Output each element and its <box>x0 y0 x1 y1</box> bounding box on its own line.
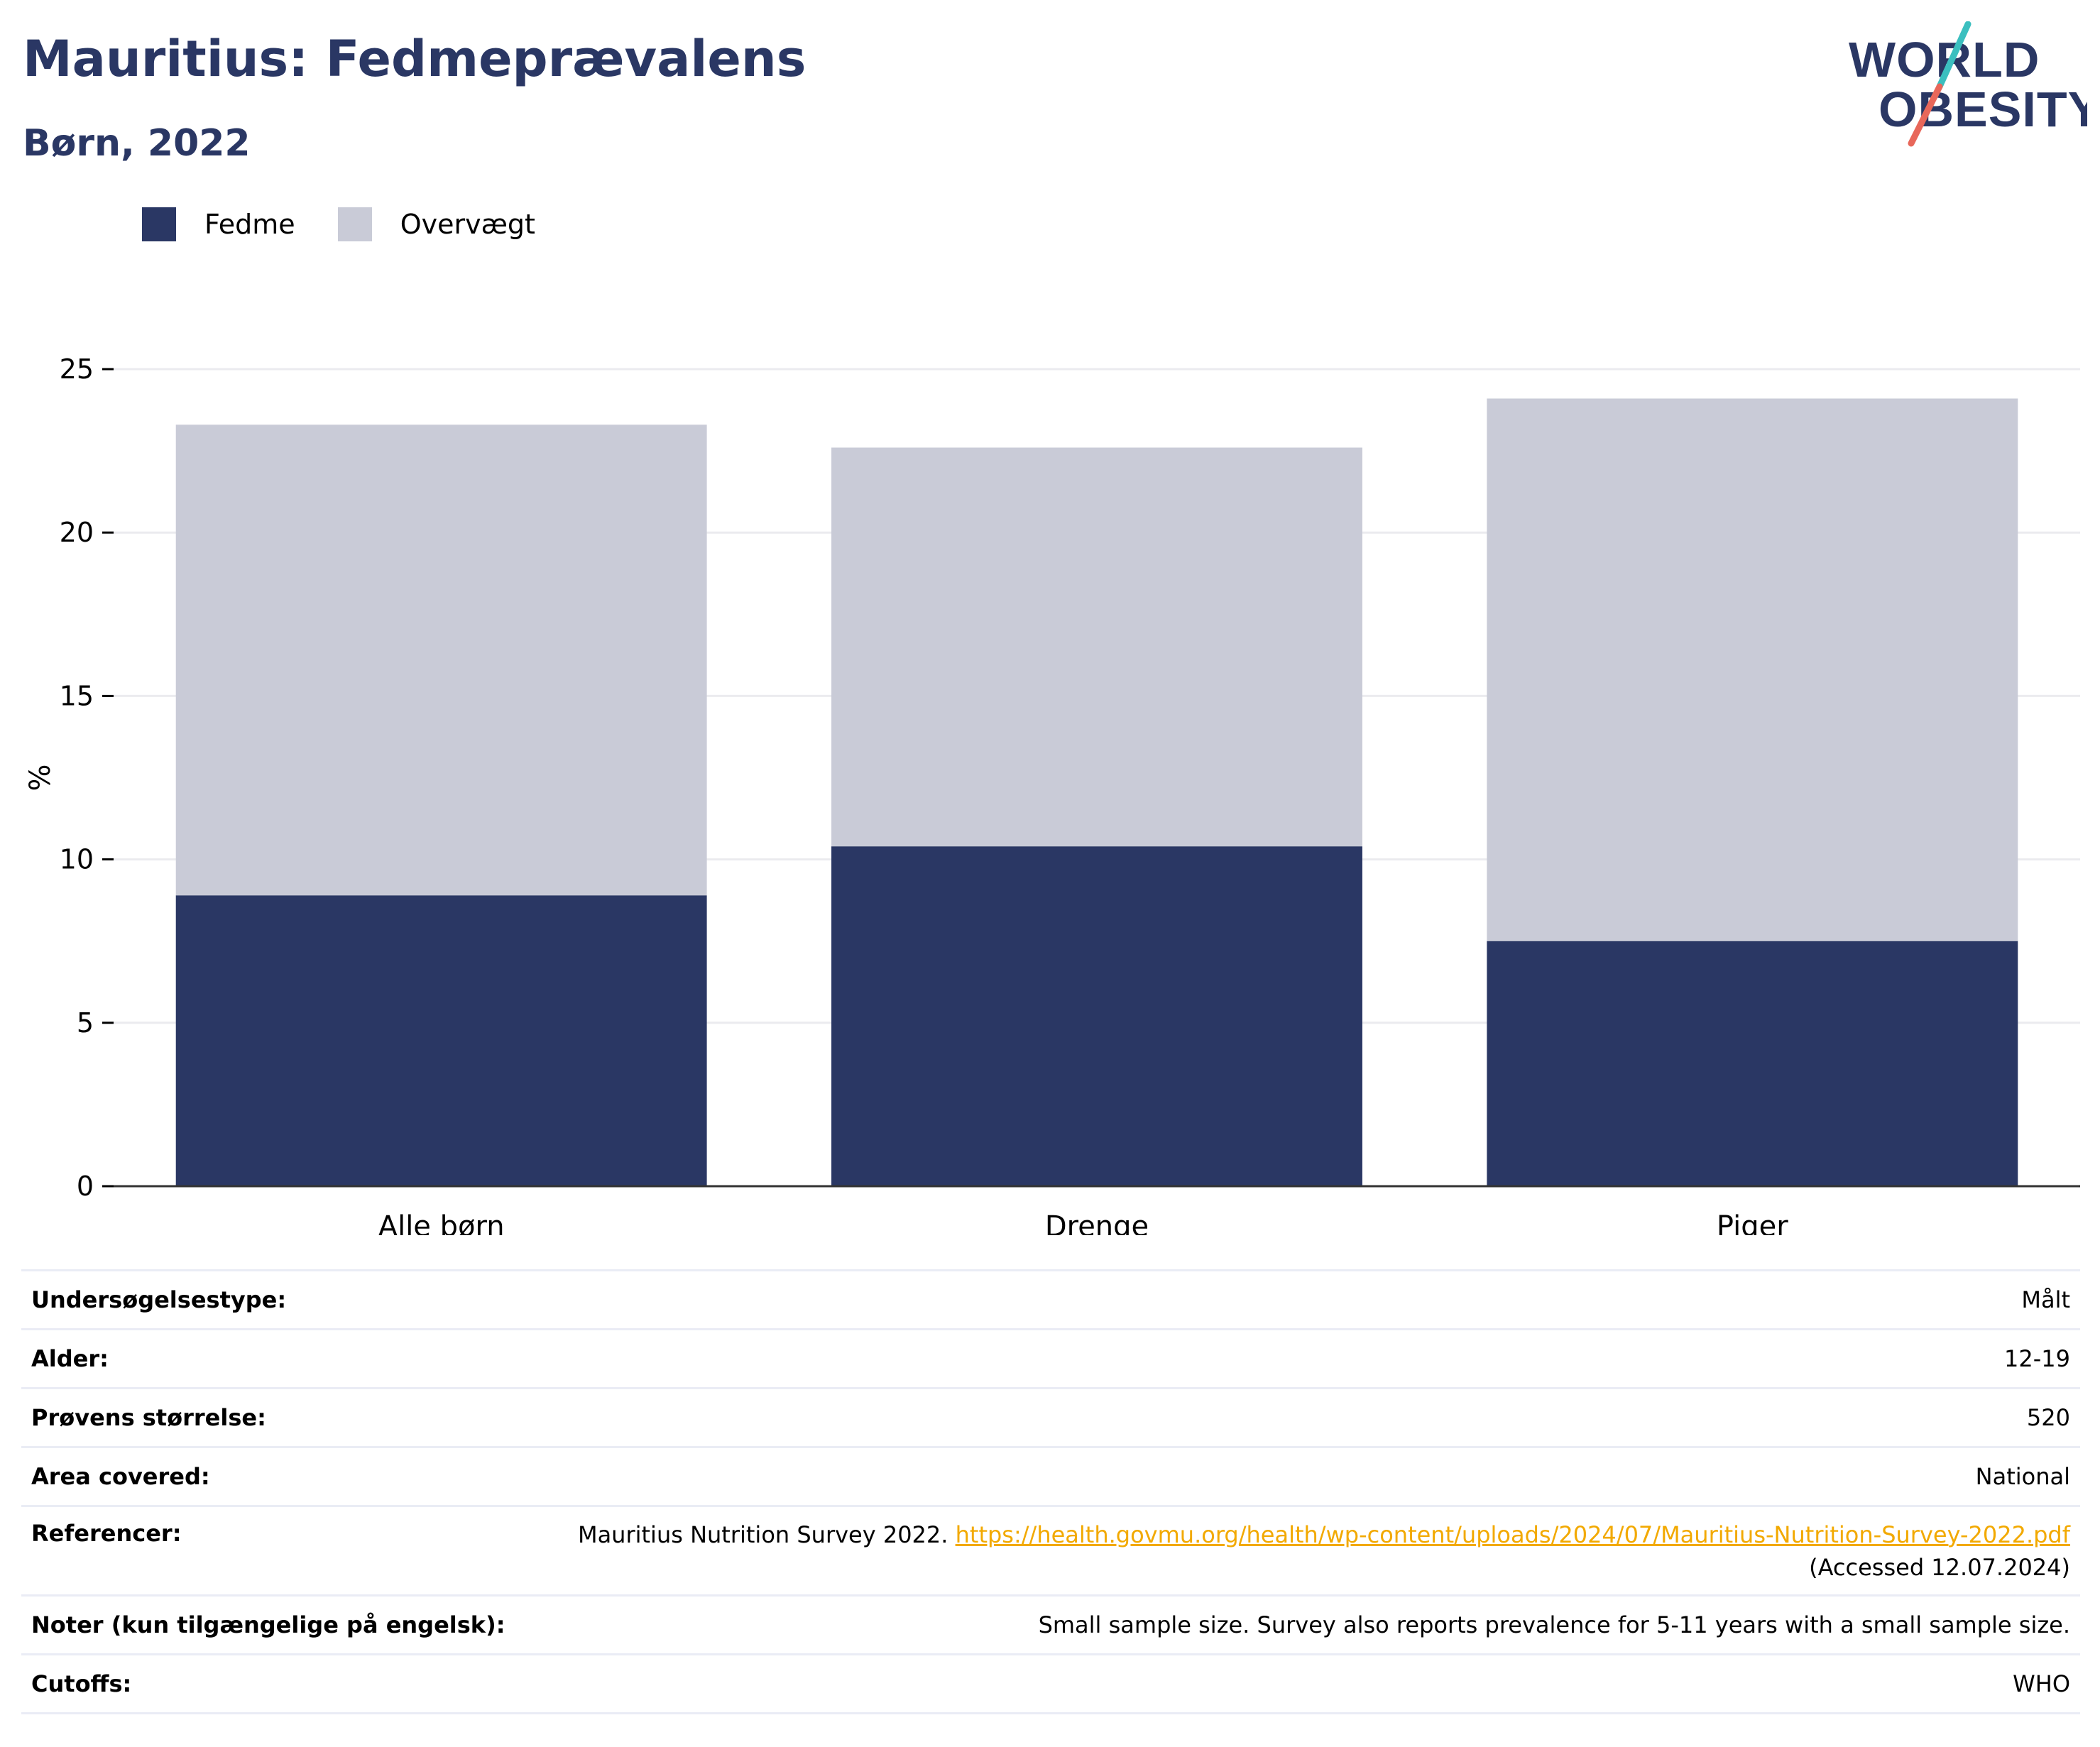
info-key: Alder: <box>21 1328 528 1389</box>
legend-swatch-fedme <box>142 207 176 241</box>
legend-label-fedme: Fedme <box>204 209 295 240</box>
x-tick-label: Drenge <box>1045 1210 1149 1235</box>
info-key: Cutoffs: <box>21 1653 528 1714</box>
logo-line2: OBESITY <box>1878 82 2087 137</box>
reference-text: Mauritius Nutrition Survey 2022. <box>577 1521 948 1548</box>
info-row: Alder: 12-19 <box>21 1328 2080 1389</box>
bar-fedme <box>831 846 1362 1186</box>
bar-overvaegt <box>831 447 1362 847</box>
info-row: Noter (kun tilgængelige på engelsk): Sma… <box>21 1594 2080 1655</box>
info-row: Prøvens størrelse: 520 <box>21 1387 2080 1447</box>
info-row-references: Referencer: Mauritius Nutrition Survey 2… <box>21 1505 2080 1596</box>
legend-item-overvaegt[interactable]: Overvægt <box>337 207 535 241</box>
y-axis-label: % <box>24 764 57 791</box>
legend-label-overvaegt: Overvægt <box>400 209 535 240</box>
info-key: Noter (kun tilgængelige på engelsk): <box>21 1594 528 1655</box>
y-tick-label: 0 <box>77 1171 94 1202</box>
reference-link[interactable]: https://health.govmu.org/health/wp-conte… <box>955 1521 2070 1548</box>
legend-swatch-overvaegt <box>337 207 372 241</box>
bar-fedme <box>1487 941 2018 1186</box>
info-key: Referencer: <box>21 1505 528 1596</box>
info-row: Cutoffs: WHO <box>21 1653 2080 1714</box>
world-obesity-logo: WORLD OBESITY <box>1846 21 2100 149</box>
info-row: Area covered: National <box>21 1446 2080 1506</box>
info-key: Undersøgelsestype: <box>21 1269 528 1330</box>
page-subtitle: Børn, 2022 <box>23 122 251 165</box>
stacked-bar-chart: 0 5 10 15 20 25 Alle børn Drenge Piger% <box>24 354 2080 1235</box>
info-key: Prøvens størrelse: <box>21 1387 528 1447</box>
logo-slash-red <box>1908 83 1943 147</box>
logo-slash-teal <box>1936 21 1972 90</box>
bar-overvaegt <box>1487 398 2018 941</box>
x-tick-label: Piger <box>1717 1210 1788 1235</box>
y-tick-label: 5 <box>77 1007 94 1039</box>
info-value: Målt <box>527 1269 2080 1330</box>
info-value: National <box>527 1446 2080 1506</box>
y-tick-label: 15 <box>60 680 94 711</box>
reference-accessed: (Accessed 12.07.2024) <box>1809 1553 2070 1581</box>
x-tick-label: Alle børn <box>378 1210 505 1235</box>
legend-item-fedme[interactable]: Fedme <box>142 207 295 241</box>
y-tick-label: 10 <box>60 844 94 875</box>
info-value: Small sample size. Survey also reports p… <box>527 1594 2080 1655</box>
chart-legend: Fedme Overvægt <box>142 207 578 241</box>
y-tick-label: 20 <box>60 517 94 548</box>
y-tick-label: 25 <box>60 354 94 385</box>
info-value: 520 <box>527 1387 2080 1447</box>
info-value: WHO <box>527 1653 2080 1714</box>
info-value: 12-19 <box>527 1328 2080 1389</box>
info-value-reference: Mauritius Nutrition Survey 2022. https:/… <box>527 1505 2080 1596</box>
bar-overvaegt <box>175 425 707 896</box>
page-title: Mauritius: Fedmeprævalens <box>23 30 806 88</box>
info-row: Undersøgelsestype: Målt <box>21 1269 2080 1330</box>
bar-fedme <box>175 895 707 1186</box>
info-table: Undersøgelsestype: Målt Alder: 12-19 Prø… <box>21 1269 2080 1714</box>
info-key: Area covered: <box>21 1446 528 1506</box>
